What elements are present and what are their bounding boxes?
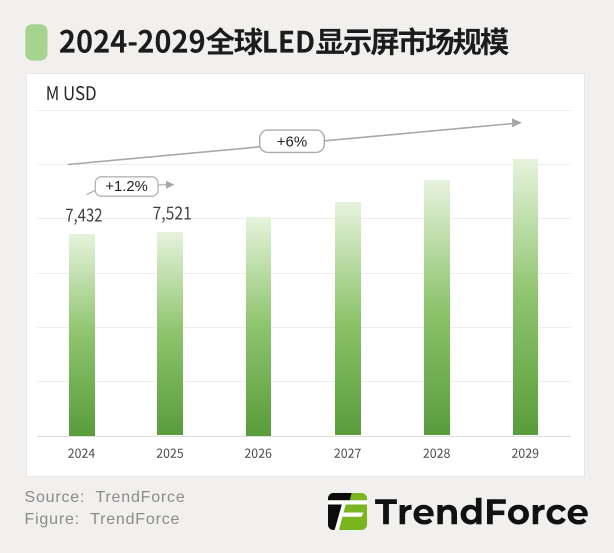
svg-text:+1.2%: +1.2% <box>105 179 147 195</box>
svg-text:+6%: +6% <box>277 133 307 150</box>
